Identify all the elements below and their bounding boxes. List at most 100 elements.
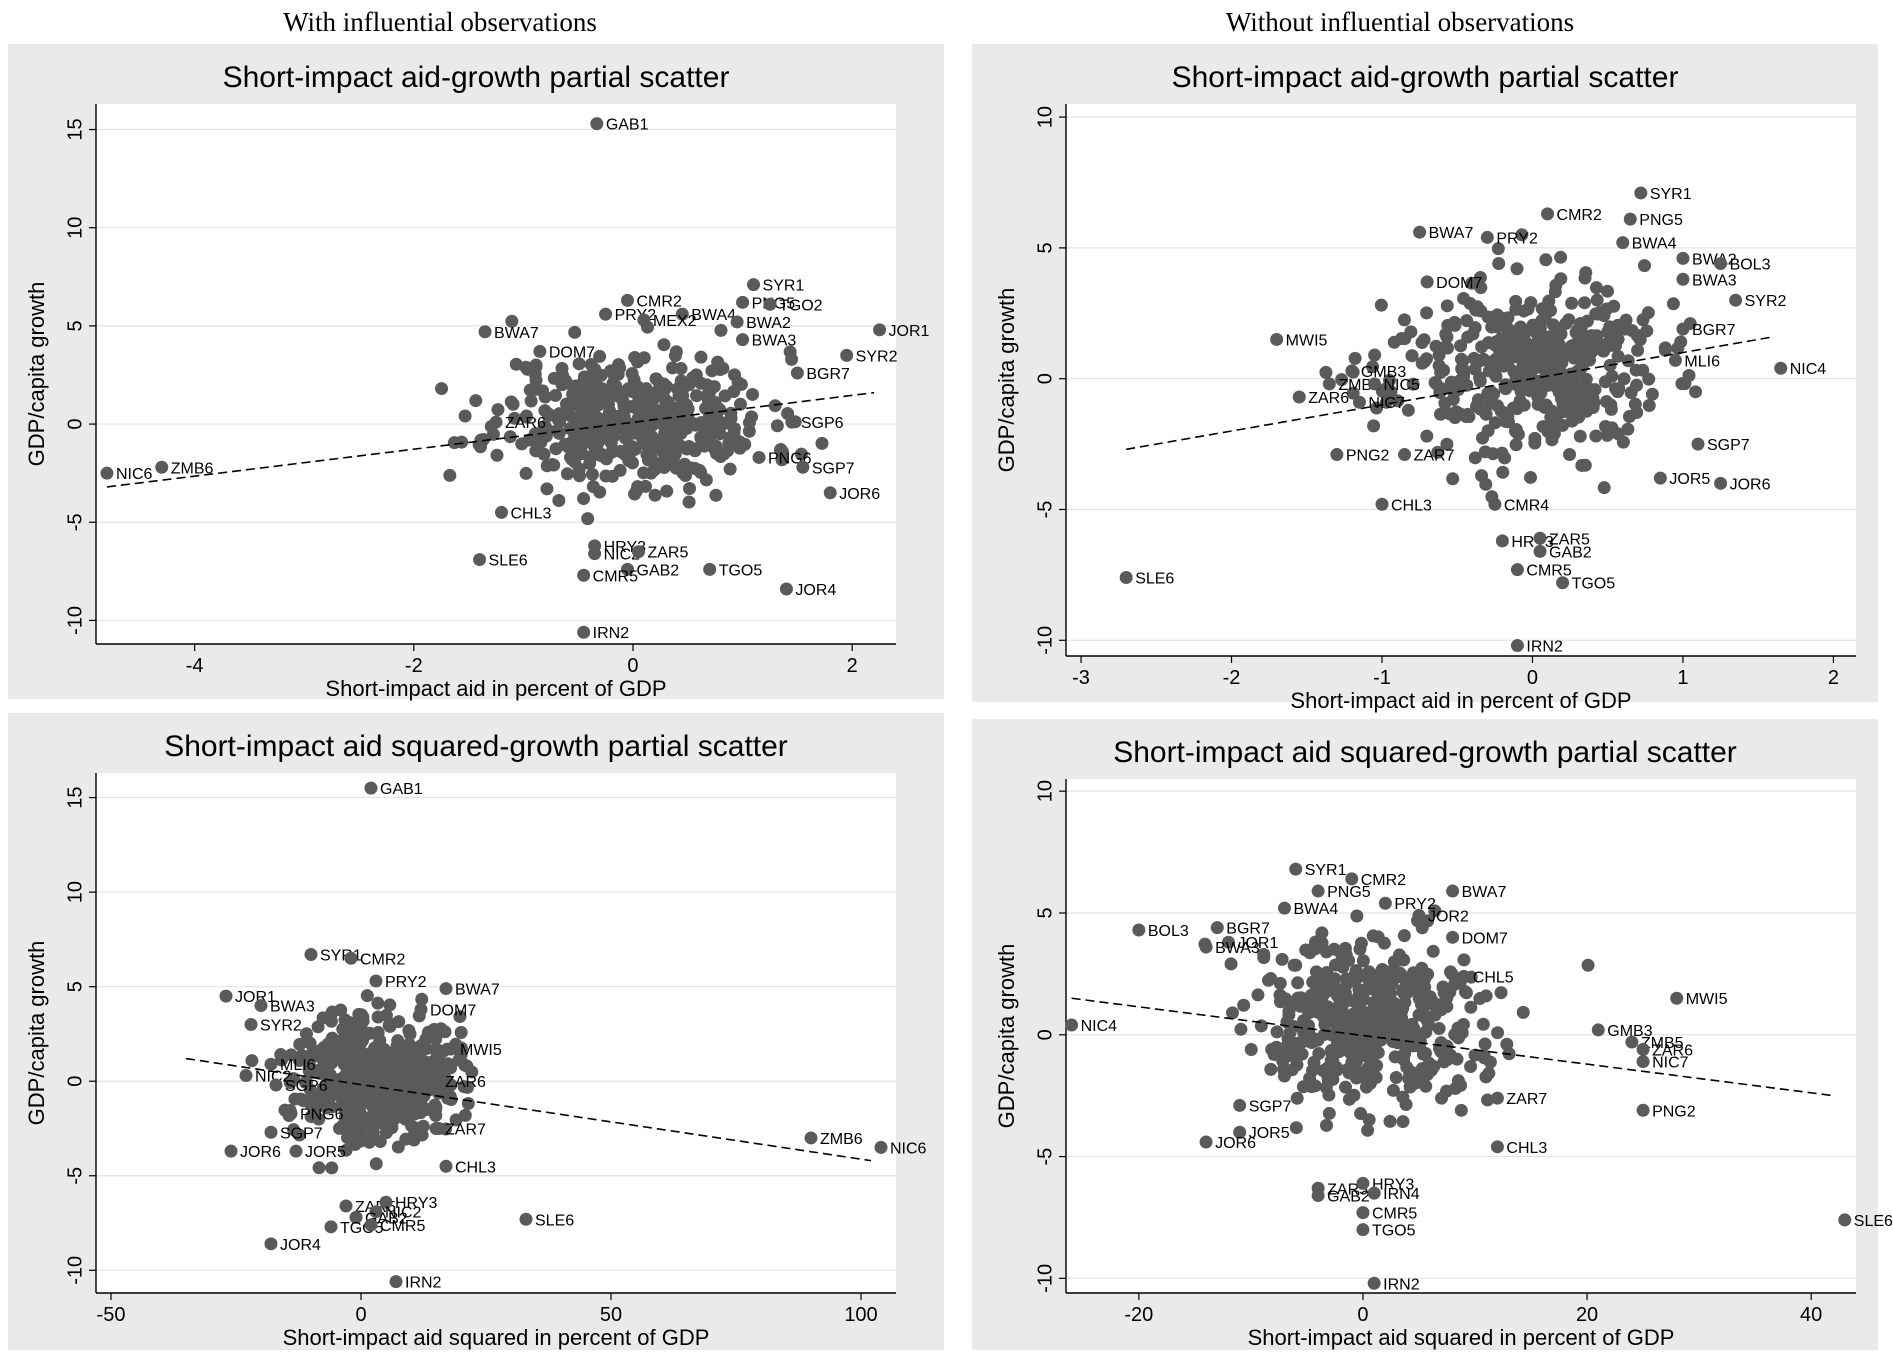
x-tick-label: 0 [355, 1304, 366, 1326]
point-label: SGP6 [285, 1078, 328, 1095]
scatter-point [1437, 1055, 1451, 1069]
scatter-point [540, 482, 554, 496]
scatter-point [1366, 360, 1380, 374]
point-gab2 [621, 562, 635, 576]
scatter-point [1311, 1033, 1325, 1047]
point-label: CMR2 [1557, 207, 1602, 224]
scatter-point [1500, 1037, 1514, 1051]
scatter-point [304, 1110, 318, 1124]
point-label: NIC4 [1790, 361, 1827, 378]
fitted-line [1126, 336, 1774, 451]
point-mex2 [637, 313, 651, 327]
y-axis-label: GDP/capita growth [24, 941, 49, 1126]
scatter-point [370, 1043, 384, 1057]
scatter-point [1470, 300, 1484, 314]
scatter-point [709, 488, 723, 502]
point-cmr2 [1541, 207, 1555, 221]
y-tick-label: 10 [1034, 106, 1056, 128]
scatter-point [1415, 335, 1429, 349]
x-tick-label: -20 [1124, 1304, 1153, 1326]
point-cmr2 [1345, 872, 1359, 886]
point-label: PNG2 [1652, 1103, 1696, 1120]
x-tick-label: 0 [627, 655, 638, 677]
scatter-point [595, 382, 609, 396]
point-zar6 [1636, 1042, 1650, 1056]
scatter-point [637, 466, 651, 480]
scatter-point [411, 1055, 425, 1069]
scatter-point [768, 399, 782, 413]
scatter-point [1326, 1072, 1340, 1086]
point-label: GAB1 [380, 781, 423, 798]
point-zmb6 [804, 1131, 818, 1145]
scatter-point [1293, 999, 1307, 1013]
scatter-point [657, 377, 671, 391]
scatter-point [655, 456, 669, 470]
scatter-point [560, 467, 574, 481]
scatter-point [1515, 228, 1529, 242]
point-zar5 [339, 1199, 353, 1213]
scatter-point [1454, 1103, 1468, 1117]
scatter-point [636, 436, 650, 450]
point-zmb6 [155, 460, 169, 474]
scatter-point [815, 436, 829, 450]
scatter-point [1477, 1051, 1491, 1065]
point-label: CMR5 [380, 1218, 425, 1235]
scatter-point [694, 376, 708, 390]
point-nic4 [1065, 1018, 1079, 1032]
point-cmr5 [577, 568, 591, 582]
scatter-point [723, 462, 737, 476]
point-label: ZAR6 [1652, 1042, 1693, 1059]
scatter-point [1371, 930, 1385, 944]
scatter-point [1292, 1036, 1306, 1050]
scatter-point [1556, 397, 1570, 411]
point-label: MEX2 [653, 313, 697, 330]
point-label: BWA7 [455, 982, 500, 999]
point-cmr5 [1510, 563, 1524, 577]
scatter-point [1478, 403, 1492, 417]
scatter-point [1600, 428, 1614, 442]
point-label: BWA2 [746, 315, 791, 332]
scatter-point [1620, 321, 1634, 335]
point-jor4 [264, 1237, 278, 1251]
scatter-point [657, 338, 671, 352]
scatter-point [1290, 1091, 1304, 1105]
scatter-point [1289, 958, 1303, 972]
point-label: BGR7 [806, 366, 850, 383]
scatter-point [1574, 321, 1588, 335]
scatter-point [435, 382, 449, 396]
point-png5 [736, 295, 750, 309]
point-gab2 [1311, 1189, 1325, 1203]
y-tick-label: -5 [64, 513, 86, 531]
y-tick-label: -10 [64, 606, 86, 635]
chart-title: Short-impact aid-growth partial scatter [223, 61, 730, 94]
y-tick-label: 0 [64, 1076, 86, 1087]
scatter-point [1449, 405, 1463, 419]
scatter-point [1264, 972, 1278, 986]
point-bwa4 [675, 307, 689, 321]
scatter-point [1476, 1017, 1490, 1031]
scatter-point [605, 445, 619, 459]
scatter-point [354, 1018, 368, 1032]
scatter-point [1319, 365, 1333, 379]
chart-title: Short-impact aid squared-growth partial … [164, 730, 788, 763]
y-tick-label: 15 [64, 786, 86, 808]
scatter-point [1466, 327, 1480, 341]
scatter-point [1383, 971, 1397, 985]
scatter-point [1476, 431, 1490, 445]
scatter-point [1600, 284, 1614, 298]
y-tick-label: 10 [64, 881, 86, 903]
scatter-point [1540, 400, 1554, 414]
point-label: BOL3 [1148, 923, 1189, 940]
scatter-point [1478, 1037, 1492, 1051]
scatter-point [1320, 965, 1334, 979]
y-tick-label: 15 [64, 118, 86, 140]
scatter-point [709, 426, 723, 440]
point-label: JOR4 [280, 1237, 321, 1254]
scatter-point [1564, 347, 1578, 361]
point-label: CMR2 [360, 951, 405, 968]
scatter-point [1435, 1091, 1449, 1105]
scatter-point [341, 1074, 355, 1088]
point-nic6 [874, 1140, 888, 1154]
scatter-point [1622, 410, 1636, 424]
scatter-point [607, 419, 621, 433]
